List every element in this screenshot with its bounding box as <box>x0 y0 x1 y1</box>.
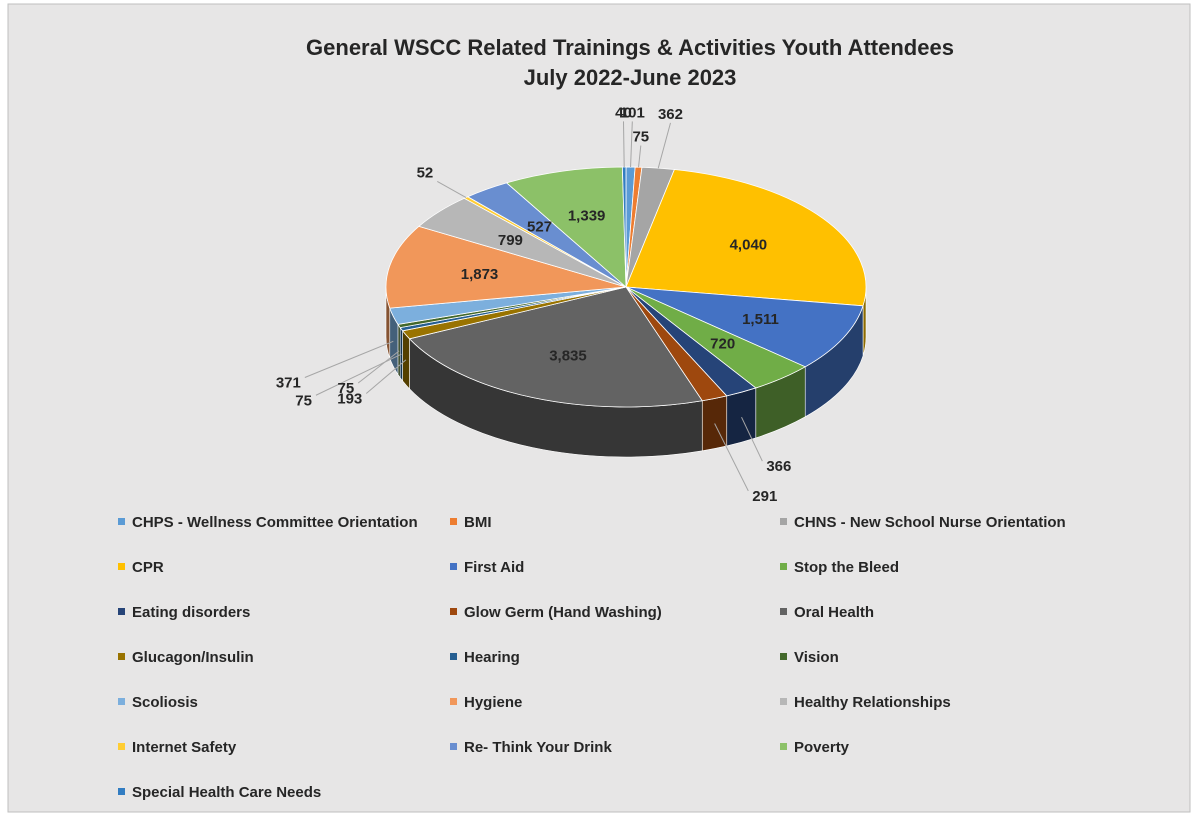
legend-swatch <box>450 653 457 660</box>
legend-label: CHPS - Wellness Committee Orientation <box>132 514 418 531</box>
legend-swatch <box>450 698 457 705</box>
data-label: 1,511 <box>742 311 779 328</box>
legend-label: CHNS - New School Nurse Orientation <box>794 514 1066 531</box>
data-label: 720 <box>710 336 735 353</box>
legend-label: Healthy Relationships <box>794 694 951 711</box>
legend-swatch <box>118 608 125 615</box>
slice <box>385 225 627 309</box>
leader-line <box>365 359 407 394</box>
legend-label: CPR <box>132 559 164 576</box>
data-label: 75 <box>632 129 649 146</box>
legend-label: Oral Health <box>794 604 874 621</box>
leader-line <box>741 416 763 462</box>
legend-swatch <box>118 743 125 750</box>
legend-label: Re- Think Your Drink <box>464 739 612 756</box>
legend-label: Hygiene <box>464 694 522 711</box>
slice <box>408 286 703 408</box>
legend-swatch <box>450 518 457 525</box>
slice-side <box>701 395 728 452</box>
slice-side <box>402 329 410 390</box>
leader-line <box>304 340 394 378</box>
legend-label: BMI <box>464 514 492 531</box>
legend-label: Vision <box>794 649 839 666</box>
chart-subtitle: July 2022-June 2023 <box>524 65 737 90</box>
legend-label: Internet Safety <box>132 739 237 756</box>
slice <box>505 166 627 288</box>
leader-line <box>657 122 671 169</box>
data-label: 75 <box>295 392 312 409</box>
legend-label: Glucagon/Insulin <box>132 649 254 666</box>
legend-swatch <box>780 518 787 525</box>
data-label: 75 <box>337 380 354 397</box>
legend-swatch <box>780 653 787 660</box>
data-label: 291 <box>752 488 777 505</box>
legend-swatch <box>450 743 457 750</box>
legend-swatch <box>780 608 787 615</box>
legend-label: Stop the Bleed <box>794 559 899 576</box>
data-label: 366 <box>766 458 791 475</box>
leader-line <box>714 423 749 492</box>
legend-label: Poverty <box>794 739 850 756</box>
data-label: 101 <box>620 104 645 121</box>
leader-line <box>630 121 633 168</box>
leader-line <box>357 350 400 384</box>
legend-swatch <box>118 788 125 795</box>
data-label: 1,339 <box>568 207 606 224</box>
legend-label: First Aid <box>464 559 524 576</box>
data-label: 371 <box>276 374 301 391</box>
legend-label: Special Health Care Needs <box>132 784 321 801</box>
data-label: 52 <box>417 164 434 181</box>
slice <box>621 166 627 288</box>
legend-swatch <box>450 608 457 615</box>
leader-line <box>437 180 467 198</box>
legend-label: Glow Germ (Hand Washing) <box>464 604 662 621</box>
data-label: 362 <box>658 106 683 123</box>
data-label: 40 <box>615 104 632 121</box>
leader-line <box>315 353 402 396</box>
data-label: 1,873 <box>461 266 499 283</box>
legend-label: Scoliosis <box>132 694 198 711</box>
legend-swatch <box>118 698 125 705</box>
slice <box>625 286 864 368</box>
legend-swatch <box>118 653 125 660</box>
legend-swatch <box>118 518 125 525</box>
legend-swatch <box>780 563 787 570</box>
slice <box>625 169 867 307</box>
legend-label: Hearing <box>464 649 520 666</box>
data-label: 527 <box>527 218 552 235</box>
chart-title: General WSCC Related Trainings & Activit… <box>306 35 954 60</box>
data-label: 799 <box>498 232 523 249</box>
legend-swatch <box>118 563 125 570</box>
legend-label: Eating disorders <box>132 604 250 621</box>
legend-swatch <box>780 698 787 705</box>
data-label: 3,835 <box>549 348 587 365</box>
leader-line <box>638 145 642 168</box>
legend-swatch <box>450 563 457 570</box>
leader-line <box>622 121 625 168</box>
data-label: 193 <box>337 390 362 407</box>
legend-swatch <box>780 743 787 750</box>
data-label: 4,040 <box>730 237 768 254</box>
